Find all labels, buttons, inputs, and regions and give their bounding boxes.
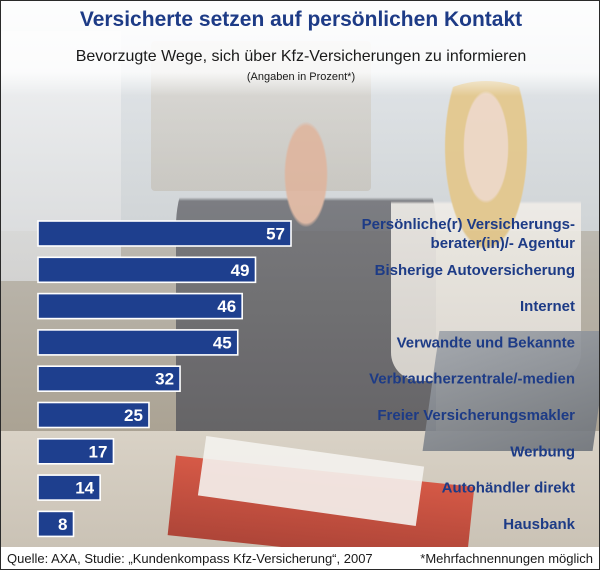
chart-title: Versicherte setzen auf persönlichen Kont…: [79, 8, 523, 31]
bar-value-label: 46: [217, 297, 236, 316]
bar-9: [37, 510, 75, 538]
category-label: Verbraucherzentrale/-medien: [369, 371, 575, 388]
bar-1: [37, 220, 292, 247]
bar-value-label: 32: [155, 370, 174, 389]
footnote: *Mehrfachnennungen möglich: [420, 551, 593, 566]
category-label: Persönliche(r) Versicherungs-: [362, 216, 575, 233]
bar-2: [37, 256, 257, 284]
bar-5: [37, 365, 181, 393]
chart-footer: Quelle: AXA, Studie: „Kundenkompass Kfz-…: [1, 547, 599, 569]
bar-3: [37, 292, 243, 320]
source-note: Quelle: AXA, Studie: „Kundenkompass Kfz-…: [7, 551, 373, 566]
bar-value-label: 25: [124, 406, 143, 425]
bar-value-label: 14: [75, 479, 94, 498]
bar-value-label: 57: [266, 225, 285, 244]
category-label: Freier Versicherungsmakler: [377, 407, 575, 424]
bar-value-label: 49: [231, 261, 250, 280]
category-label: berater(in)/- Agentur: [431, 235, 576, 252]
bar-value-label: 17: [89, 442, 108, 461]
bar-8: [37, 474, 101, 501]
category-label: Werbung: [510, 443, 575, 460]
bar-4: [37, 329, 239, 356]
bar-value-label: 45: [213, 333, 232, 352]
bar-value-label: 8: [58, 515, 67, 534]
category-label: Verwandte und Bekannte: [397, 334, 575, 351]
category-label: Internet: [520, 298, 575, 315]
category-label: Bisherige Autoversicherung: [375, 262, 575, 279]
bar-6: [37, 401, 150, 429]
chart-unit-note: (Angaben in Prozent*): [246, 71, 356, 83]
chart-header: Versicherte setzen auf persönlichen Kont…: [1, 1, 599, 96]
chart-subtitle: Bevorzugte Wege, sich über Kfz-Versicher…: [75, 48, 527, 65]
bar-7: [37, 437, 115, 465]
category-label: Autohändler direkt: [442, 480, 575, 497]
category-label: Hausbank: [503, 516, 575, 533]
